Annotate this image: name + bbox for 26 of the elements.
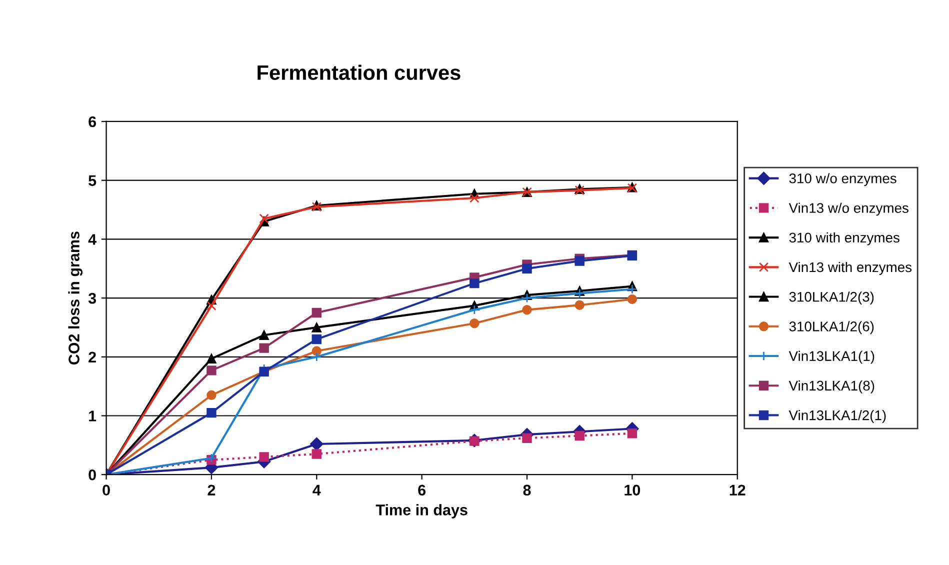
legend-label: Vin13LKA1(1) (788, 350, 874, 364)
x-tick-label: 2 (208, 484, 216, 496)
legend-label: Vin13LKA1/2(1) (788, 410, 886, 423)
y-tick-label: 2 (88, 352, 96, 362)
y-tick-label: 6 (88, 116, 96, 128)
x-tick-label: 4 (312, 484, 321, 496)
chart-title: Fermentation curves (258, 64, 460, 80)
x-tick-label: 10 (624, 484, 640, 496)
x-tick-label: 0 (102, 484, 110, 496)
y-tick-label: 0 (88, 469, 96, 480)
y-axis-title: CO2 loss in grams (68, 232, 83, 364)
y-tick-label: 5 (88, 175, 96, 186)
legend-label: 310LKA1/2(6) (789, 321, 874, 334)
x-axis-title: Time in days (376, 504, 468, 518)
legend-label: Vin13 with enzymes (788, 262, 912, 275)
y-tick-label: 1 (89, 410, 96, 422)
y-tick-label: 4 (88, 234, 96, 245)
x-tick-label: 12 (730, 484, 746, 496)
x-tick-label: 8 (523, 484, 531, 496)
y-tick-label: 3 (88, 292, 96, 304)
legend-label: 310 w/o enzymes (789, 173, 896, 186)
x-tick-label: 6 (418, 484, 426, 496)
legend-label: Vin13 w/o enzymes (788, 202, 908, 216)
legend-label: Vin13LKA1(8) (788, 380, 874, 394)
legend-label: 310LKA1/2(3) (789, 292, 874, 305)
legend-label: 310 with enzymes (789, 232, 900, 246)
